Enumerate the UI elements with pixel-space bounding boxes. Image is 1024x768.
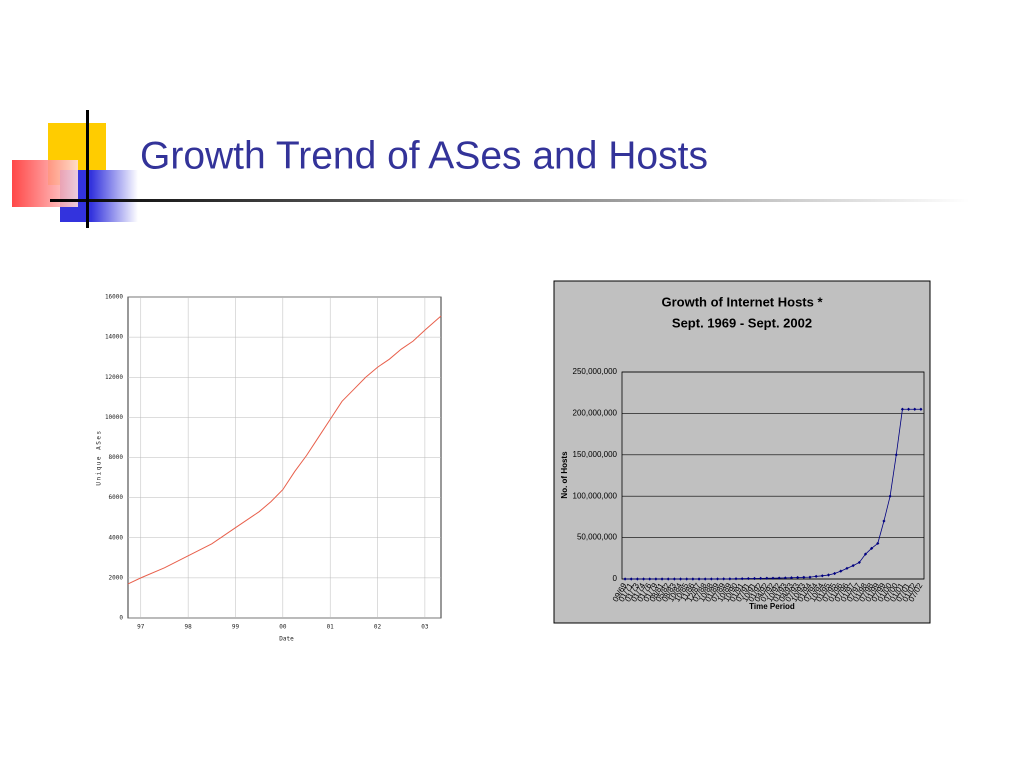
x-tick-label: 01 xyxy=(327,624,335,631)
chart-panel xyxy=(553,280,931,624)
data-line xyxy=(127,315,442,585)
data-point xyxy=(678,577,683,581)
x-axis-label: Date xyxy=(279,636,294,643)
y-tick-label: 12000 xyxy=(105,374,123,381)
y-axis-label: Unique ASes xyxy=(96,429,103,485)
data-point xyxy=(765,576,769,580)
x-tick-label: 00 xyxy=(279,624,287,631)
data-point xyxy=(666,577,670,581)
data-point xyxy=(672,577,676,581)
data-point xyxy=(648,577,652,581)
data-point xyxy=(833,571,837,576)
data-point xyxy=(876,541,880,545)
y-tick-label: 250,000,000 xyxy=(573,367,618,376)
y-tick-label: 200,000,000 xyxy=(573,409,618,418)
data-point xyxy=(709,577,713,581)
data-point xyxy=(863,552,868,556)
y-tick-label: 4000 xyxy=(109,534,124,541)
y-tick-label: 10000 xyxy=(105,414,123,421)
y-tick-label: 100,000,000 xyxy=(573,491,618,500)
data-point xyxy=(623,577,627,581)
data-point xyxy=(906,407,911,411)
y-tick-label: 14000 xyxy=(105,334,123,341)
data-point xyxy=(734,577,738,581)
data-point xyxy=(641,577,646,581)
slide-title: Growth Trend of ASes and Hosts xyxy=(140,134,708,177)
y-tick-label: 8000 xyxy=(109,454,124,461)
data-point xyxy=(685,577,689,581)
data-point xyxy=(851,564,855,568)
data-point xyxy=(654,577,658,581)
data-point xyxy=(715,577,720,581)
data-point xyxy=(777,576,781,580)
data-point xyxy=(789,576,794,580)
data-point xyxy=(752,576,757,581)
data-point xyxy=(882,519,886,523)
x-tick-label: 02 xyxy=(374,624,382,631)
x-axis-label: Time Period xyxy=(749,602,795,611)
data-point xyxy=(771,576,775,580)
y-tick-label: 0 xyxy=(119,615,123,622)
data-point xyxy=(740,577,744,581)
x-tick-label: 97 xyxy=(137,624,145,631)
chart-subtitle: Sept. 1969 - Sept. 2002 xyxy=(672,315,812,330)
data-point xyxy=(894,453,898,457)
data-point xyxy=(703,577,707,581)
data-point xyxy=(660,577,664,581)
y-tick-label: 150,000,000 xyxy=(573,450,618,459)
decoration xyxy=(12,110,970,228)
data-point xyxy=(722,577,726,581)
y-tick-label: 16000 xyxy=(105,294,123,301)
data-point xyxy=(808,575,812,579)
data-point xyxy=(783,576,787,580)
x-tick-label: 03 xyxy=(421,624,429,631)
y-axis-label: No. of Hosts xyxy=(560,451,569,499)
data-point xyxy=(919,407,923,411)
data-point xyxy=(746,576,750,581)
data-point xyxy=(759,576,763,580)
data-point xyxy=(728,577,732,581)
x-tick-label: 98 xyxy=(185,624,193,631)
data-point xyxy=(691,577,695,581)
data-point xyxy=(900,407,905,411)
data-point xyxy=(814,574,818,578)
y-tick-label: 50,000,000 xyxy=(577,533,618,542)
data-point xyxy=(913,407,917,411)
data-point xyxy=(870,546,874,550)
data-point xyxy=(839,569,843,573)
data-point xyxy=(888,494,892,498)
data-point xyxy=(826,573,831,577)
chart-title: Growth of Internet Hosts * xyxy=(661,294,823,309)
y-tick-label: 0 xyxy=(613,574,618,583)
y-tick-label: 6000 xyxy=(109,494,124,501)
data-point xyxy=(629,577,633,581)
data-point xyxy=(857,560,861,565)
data-point xyxy=(802,575,806,579)
x-tick-label: 99 xyxy=(232,624,240,631)
data-point xyxy=(697,577,701,581)
data-point xyxy=(796,575,800,580)
y-tick-label: 2000 xyxy=(109,574,124,581)
data-point xyxy=(845,566,849,570)
data-point xyxy=(820,574,824,578)
data-point xyxy=(635,577,640,581)
